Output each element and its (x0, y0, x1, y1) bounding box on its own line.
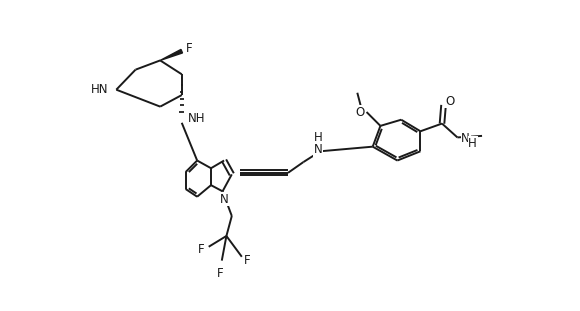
Text: H: H (468, 137, 477, 150)
Text: N: N (220, 193, 229, 206)
Text: O: O (356, 105, 365, 118)
Text: HN: HN (91, 83, 108, 96)
Text: N: N (314, 143, 322, 156)
Text: F: F (198, 243, 205, 256)
Text: F: F (186, 42, 192, 55)
Polygon shape (160, 49, 183, 60)
Text: F: F (244, 254, 251, 267)
Text: N: N (461, 132, 470, 146)
Text: O: O (445, 95, 454, 108)
Text: H: H (314, 131, 322, 144)
Text: NH: NH (188, 113, 205, 125)
Text: F: F (217, 267, 223, 280)
